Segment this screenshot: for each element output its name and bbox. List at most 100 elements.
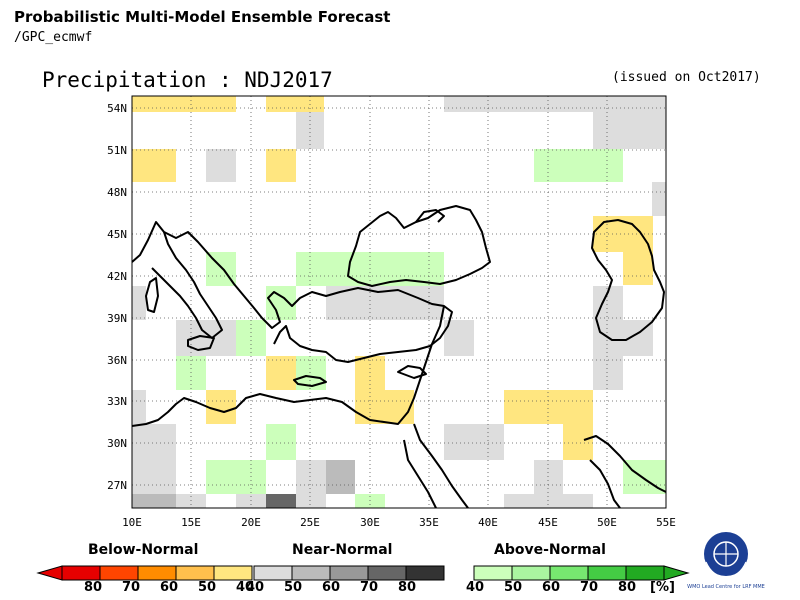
near-normal-title: Near-Normal xyxy=(292,542,393,558)
cell-near xyxy=(132,494,176,508)
colorbar-swatch xyxy=(587,565,627,581)
colorbar-label: 70 xyxy=(122,580,141,595)
colorbar xyxy=(36,565,690,581)
graticule xyxy=(132,96,666,508)
lat-tick-label: 48N xyxy=(107,186,127,199)
product-source: /GPC_ecmwf xyxy=(14,30,93,45)
cell-above xyxy=(266,424,296,460)
cell-below xyxy=(132,149,176,182)
colorbar-swatch xyxy=(549,565,589,581)
lat-tick-label: 54N xyxy=(107,102,127,115)
cell-near xyxy=(444,96,666,112)
colorbar-label: 40 xyxy=(246,580,265,595)
lon-tick-label: 55E xyxy=(656,516,676,529)
colorbar-label: 50 xyxy=(198,580,217,595)
cell-above xyxy=(206,460,266,494)
colorbar-swatch xyxy=(367,565,407,581)
lon-tick-label: 35E xyxy=(419,516,439,529)
cell-near xyxy=(132,424,176,494)
longitude-labels: 10E 15E 20E 25E 30E 35E 40E 45E 50E 55E xyxy=(122,516,676,529)
lat-tick-label: 33N xyxy=(107,395,127,408)
cell-below xyxy=(266,96,324,112)
colorbar-label: 80 xyxy=(84,580,103,595)
cell-near xyxy=(266,494,296,508)
colorbar-swatch xyxy=(175,565,215,581)
colorbar-label: 40 xyxy=(466,580,485,595)
colorbar-swatch xyxy=(405,565,445,581)
lat-tick-label: 45N xyxy=(107,228,127,241)
wmo-logo-text: WMO Lead Centre for LRF MME xyxy=(687,584,765,590)
lon-tick-label: 10E xyxy=(122,516,142,529)
probability-cells xyxy=(132,96,666,508)
cell-near xyxy=(593,356,623,390)
colorbar-swatch xyxy=(137,565,177,581)
cell-near xyxy=(132,390,146,424)
latitude-labels: 27N 30N 33N 36N 39N 42N 45N 48N 51N 54N xyxy=(107,102,127,492)
colorbar-swatch xyxy=(61,565,101,581)
lat-tick-label: 36N xyxy=(107,354,127,367)
lon-tick-label: 15E xyxy=(181,516,201,529)
cell-near xyxy=(504,494,593,508)
colorbar-label: 60 xyxy=(542,580,561,595)
cell-near xyxy=(176,320,236,356)
cell-below xyxy=(206,390,236,424)
colorbar-arrow xyxy=(663,565,690,581)
lon-tick-label: 25E xyxy=(300,516,320,529)
lon-tick-label: 45E xyxy=(538,516,558,529)
colorbar-swatch xyxy=(291,565,331,581)
cell-near xyxy=(534,460,563,494)
colorbar-below xyxy=(36,565,253,581)
cell-near xyxy=(206,149,236,182)
lon-tick-label: 20E xyxy=(241,516,261,529)
cell-near xyxy=(296,112,324,149)
product-title: Probabilistic Multi-Model Ensemble Forec… xyxy=(14,8,391,26)
lat-tick-label: 42N xyxy=(107,270,127,283)
colorbar-label: 60 xyxy=(160,580,179,595)
wmo-logo xyxy=(704,532,748,579)
issued-date: (issued on Oct2017) xyxy=(612,70,761,85)
colorbar-arrow xyxy=(36,565,63,581)
cell-near xyxy=(326,460,355,494)
colorbar-swatch xyxy=(511,565,551,581)
map-frame xyxy=(131,95,667,509)
colorbar-swatch xyxy=(625,565,665,581)
colorbar-near xyxy=(253,565,445,581)
cell-below xyxy=(266,149,296,182)
cell-below xyxy=(623,252,653,285)
cell-near xyxy=(296,460,326,508)
cell-near xyxy=(593,112,666,149)
colorbar-swatch xyxy=(99,565,139,581)
coastlines xyxy=(131,205,667,509)
colorbar-above xyxy=(473,565,690,581)
lon-tick-label: 40E xyxy=(478,516,498,529)
lat-tick-label: 27N xyxy=(107,479,127,492)
cell-below xyxy=(132,96,236,112)
cell-near xyxy=(652,182,666,216)
lat-tick-label: 39N xyxy=(107,312,127,325)
cell-below xyxy=(504,390,593,424)
above-normal-title: Above-Normal xyxy=(494,542,606,558)
cell-below xyxy=(563,424,593,460)
colorbar-swatch xyxy=(329,565,369,581)
colorbar-label: 60 xyxy=(322,580,341,595)
cell-near xyxy=(593,320,653,356)
colorbar-label: 70 xyxy=(360,580,379,595)
colorbar-swatch xyxy=(473,565,513,581)
colorbar-label: 70 xyxy=(580,580,599,595)
cell-above xyxy=(534,149,623,182)
below-normal-title: Below-Normal xyxy=(88,542,199,558)
lon-tick-label: 50E xyxy=(597,516,617,529)
lat-tick-label: 51N xyxy=(107,144,127,157)
colorbar-label: 80 xyxy=(618,580,637,595)
colorbar-label: 50 xyxy=(284,580,303,595)
colorbar-swatch xyxy=(253,565,293,581)
cell-near xyxy=(444,424,504,460)
plot-title: Precipitation : NDJ2017 xyxy=(42,68,333,92)
unit-label: [%] xyxy=(650,580,675,595)
colorbar-label: 50 xyxy=(504,580,523,595)
colorbar-swatch xyxy=(213,565,253,581)
lon-tick-label: 30E xyxy=(360,516,380,529)
cell-above xyxy=(236,320,266,356)
cell-below xyxy=(355,390,414,424)
